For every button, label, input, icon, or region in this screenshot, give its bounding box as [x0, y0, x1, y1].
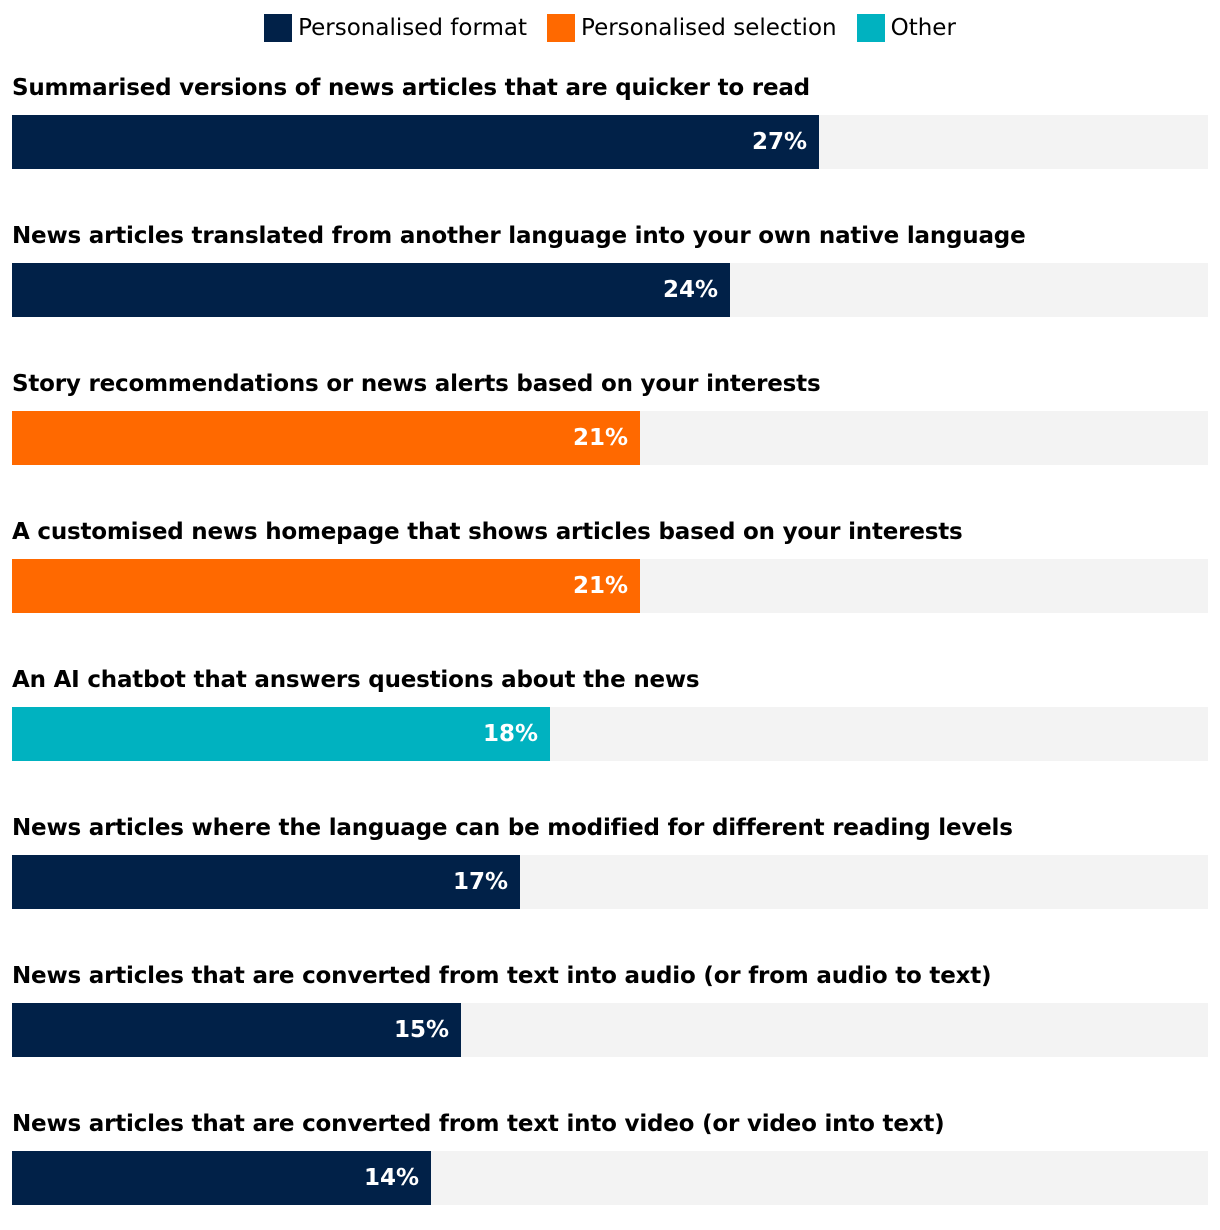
bar-track: 17%: [12, 855, 1208, 909]
bar: 18%: [12, 707, 550, 761]
bar-value-label: 17%: [452, 869, 508, 895]
bar-category-label: News articles that are converted from te…: [12, 1111, 945, 1137]
bar: 15%: [12, 1003, 461, 1057]
bar-category-label: Summarised versions of news articles tha…: [12, 75, 810, 101]
bar-category-label: A customised news homepage that shows ar…: [12, 519, 963, 545]
bar: 24%: [12, 263, 730, 317]
bar-track: 15%: [12, 1003, 1208, 1057]
legend-swatch-other: [856, 14, 885, 42]
bar-row: An AI chatbot that answers questions abo…: [12, 666, 1208, 786]
bar-category-label: News articles translated from another la…: [12, 223, 1026, 249]
bar-track: 14%: [12, 1151, 1208, 1205]
bar-category-label: News articles where the language can be …: [12, 815, 1013, 841]
bar-row: News articles translated from another la…: [12, 222, 1208, 342]
bar: 17%: [12, 855, 520, 909]
bar-row: News articles that are converted from te…: [12, 1110, 1208, 1230]
bar-track: 21%: [12, 411, 1208, 465]
bar-value-label: 15%: [393, 1017, 449, 1043]
bar-value-label: 18%: [482, 721, 538, 747]
bar-value-label: 24%: [662, 277, 718, 303]
chart-legend: Personalised format Personalised selecti…: [0, 14, 1220, 42]
legend-label-other: Other: [890, 15, 956, 41]
legend-swatch-personalised-selection: [547, 14, 576, 42]
bar-row: A customised news homepage that shows ar…: [12, 518, 1208, 638]
legend-label-personalised-selection: Personalised selection: [581, 15, 837, 41]
bar-row: Story recommendations or news alerts bas…: [12, 370, 1208, 490]
bar-category-label: An AI chatbot that answers questions abo…: [12, 667, 700, 693]
bar-value-label: 21%: [572, 573, 628, 599]
bar-track: 21%: [12, 559, 1208, 613]
bar-row: News articles that are converted from te…: [12, 962, 1208, 1082]
bar-value-label: 21%: [572, 425, 628, 451]
bar-value-label: 14%: [363, 1165, 419, 1191]
legend-label-personalised-format: Personalised format: [298, 15, 528, 41]
bar: 21%: [12, 411, 640, 465]
legend-item-other: Other: [856, 14, 956, 42]
bar-row: News articles where the language can be …: [12, 814, 1208, 934]
bar-track: 18%: [12, 707, 1208, 761]
bar: 27%: [12, 115, 819, 169]
legend-swatch-personalised-format: [264, 14, 293, 42]
legend-item-personalised-selection: Personalised selection: [547, 14, 837, 42]
bar-row: Summarised versions of news articles tha…: [12, 74, 1208, 194]
bar-value-label: 27%: [751, 129, 807, 155]
bar-track: 24%: [12, 263, 1208, 317]
bar: 21%: [12, 559, 640, 613]
legend-item-personalised-format: Personalised format: [264, 14, 527, 42]
bar-category-label: Story recommendations or news alerts bas…: [12, 371, 821, 397]
bar-category-label: News articles that are converted from te…: [12, 963, 992, 989]
bar: 14%: [12, 1151, 431, 1205]
bar-track: 27%: [12, 115, 1208, 169]
